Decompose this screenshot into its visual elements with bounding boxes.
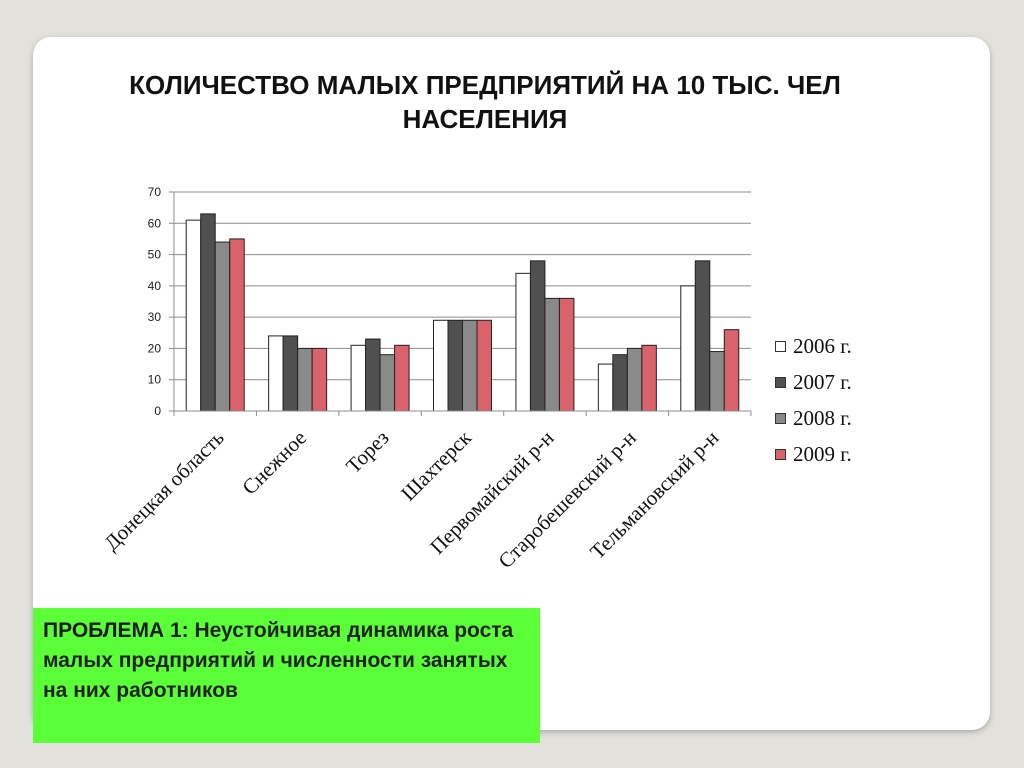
y-tick-label: 20: [148, 341, 162, 355]
bar: [394, 344, 410, 412]
bar: [462, 319, 478, 412]
bar: [476, 319, 492, 412]
bar: [229, 238, 245, 412]
y-tick-label: 30: [148, 310, 162, 324]
y-tick-label: 50: [148, 248, 162, 262]
y-tick-label: 70: [148, 185, 162, 199]
bar: [214, 241, 231, 412]
bar: [529, 260, 546, 412]
problem-callout: ПРОБЛЕМА 1: Неустойчивая динамика роста …: [33, 608, 540, 743]
legend-label: 2009 г.: [793, 441, 852, 466]
callout-text: Неустойчивая динамика роста малых предпр…: [43, 619, 514, 702]
legend-item: 2006 г.: [775, 328, 852, 364]
x-category-label: Снежное: [237, 426, 311, 500]
bar: [268, 335, 284, 412]
bar: [447, 319, 463, 412]
bar: [365, 338, 381, 412]
chart-legend: 2006 г. 2007 г. 2008 г. 2009 г.: [775, 328, 852, 472]
y-tick-label: 60: [148, 216, 162, 230]
callout-lead: ПРОБЛЕМА 1:: [43, 619, 189, 642]
legend-swatch: [775, 340, 786, 352]
x-category-label: Шахтерск: [396, 425, 476, 505]
bar: [723, 329, 740, 412]
y-tick-label: 40: [148, 279, 162, 293]
bar: [433, 319, 449, 412]
legend-label: 2006 г.: [793, 333, 852, 358]
bar: [200, 213, 216, 412]
legend-label: 2008 г.: [793, 405, 852, 430]
x-category-label: Торез: [341, 426, 393, 478]
x-category-label: Донецкая область: [99, 426, 229, 556]
bar: [709, 351, 725, 412]
legend-label: 2007 г.: [793, 369, 852, 394]
chart-title-line-2: НАСЕЛЕНИЯ: [402, 104, 568, 134]
bar: [612, 354, 628, 412]
bar: [558, 297, 575, 412]
legend-item: 2008 г.: [775, 400, 852, 436]
bar: [282, 335, 299, 412]
bar: [626, 347, 643, 412]
legend-swatch: [775, 376, 786, 388]
bar: [515, 272, 531, 412]
y-tick-label: 10: [148, 373, 162, 387]
legend-item: 2009 г.: [775, 436, 852, 472]
bar: [641, 344, 657, 412]
bar: [379, 354, 396, 412]
bar: [597, 363, 614, 412]
bar: [311, 347, 328, 412]
legend-swatch: [775, 448, 786, 460]
bar: [297, 347, 313, 412]
chart-title-line-1: КОЛИЧЕСТВО МАЛЫХ ПРЕДПРИЯТИЙ НА 10 ТЫС. …: [129, 70, 841, 100]
y-tick-label: 0: [154, 404, 161, 418]
legend-swatch: [775, 412, 786, 424]
x-category-label: Старобешевский р-н: [493, 426, 640, 573]
bar: [185, 219, 202, 412]
legend-item: 2007 г.: [775, 364, 852, 400]
bar: [680, 285, 696, 412]
bar: [350, 344, 367, 412]
chart-title: КОЛИЧЕСТВО МАЛЫХ ПРЕДПРИЯТИЙ НА 10 ТЫС. …: [60, 68, 910, 136]
bar: [544, 297, 560, 412]
bar: [694, 260, 711, 412]
